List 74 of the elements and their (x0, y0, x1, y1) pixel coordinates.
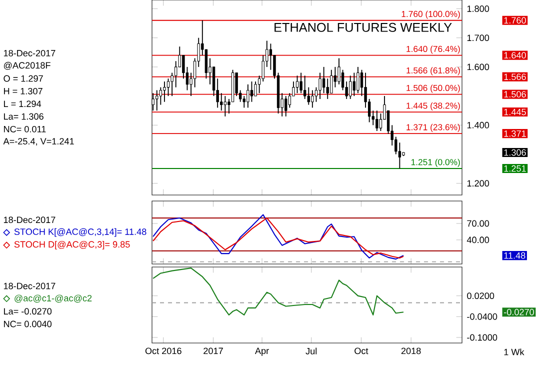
candlestick (159, 86, 162, 106)
ref-line-label: 1.506 (50.0%) (406, 84, 460, 93)
text: NC= 0.0040 (4, 320, 52, 328)
text: A=-25.4, V=1.241 (3, 138, 74, 146)
y2-tick-label: 1.251 (504, 165, 526, 172)
candlestick (296, 75, 299, 94)
x-tick-label: Oct (354, 348, 368, 354)
ref-line-label: 1.640 (76.4%) (406, 46, 460, 54)
y-tick-label: 40.00 (466, 236, 490, 244)
text: 18-Dec-2017 (4, 282, 56, 290)
candlestick (330, 69, 333, 94)
x-axis-title: 1 Wk (504, 348, 524, 356)
legend-label: STOCH K[@AC@C,3,14]= 11.48 (14, 228, 146, 237)
candlestick (352, 72, 356, 97)
x-tick-label: Apr (254, 348, 269, 356)
candlestick (376, 110, 378, 132)
text: @AC2018F (4, 62, 50, 70)
line-series (152, 268, 404, 316)
text: L = 1.294 (4, 100, 42, 108)
candlestick (398, 142, 402, 169)
legend-label: STOCH D[@AC@C,3]= 9.85 (14, 240, 130, 250)
y-tick-label: 70.00 (467, 220, 490, 227)
x-tick-label: 2017 (204, 348, 223, 354)
text: La= 1.306 (4, 113, 44, 120)
candlestick (224, 96, 227, 117)
y2-tick-label: 1.306 (504, 149, 526, 156)
y-tick-label: 0.0200 (467, 292, 494, 300)
ref-line-label: 1.251 (0.0%) (411, 158, 460, 167)
text: 18-Dec-2017 (4, 216, 56, 224)
y-tick-label: 1.700 (467, 34, 490, 42)
legend-label: @ac@c1-@ac@c2 (14, 294, 92, 303)
y-tick-label: -0.0400 (467, 313, 498, 320)
candlestick (349, 75, 352, 100)
ref-line-label: 1.760 (100.0%) (402, 10, 460, 19)
candlestick (220, 92, 223, 112)
text: 11.48 (504, 252, 526, 259)
x-tick-label: Jul (306, 348, 317, 354)
text: -0.0270 (504, 308, 534, 316)
y2-tick-label: 1.506 (504, 91, 526, 98)
text: 18-Dec-2017 (4, 50, 56, 56)
candlestick (356, 66, 360, 94)
ref-line-label: 1.371 (23.6%) (406, 124, 460, 132)
candlestick (166, 78, 170, 97)
ref-line-label: 1.566 (61.8%) (406, 67, 460, 76)
candlestick (156, 90, 158, 112)
candlestick (303, 75, 306, 100)
candlestick (254, 81, 257, 97)
y-tick-label: 1.600 (467, 64, 490, 70)
candlestick (246, 84, 250, 108)
candlestick (300, 72, 302, 94)
y2-tick-label: 1.640 (504, 52, 526, 58)
y-tick-label: 1.400 (467, 122, 490, 128)
y-tick-label: 1.800 (467, 6, 490, 12)
y2-tick-label: 1.445 (504, 108, 526, 116)
text: ETHANOL FUTURES WEEKLY (274, 22, 452, 32)
text: La= -0.0270 (4, 308, 52, 315)
candlestick (318, 72, 322, 100)
x-tick-label: 2018 (401, 348, 421, 354)
candlestick (311, 90, 314, 108)
text: NC= 0.011 (4, 126, 46, 132)
y-tick-label: 1.200 (467, 180, 490, 187)
text: H = 1.307 (4, 88, 42, 94)
y-tick-label: -0.1000 (467, 334, 498, 341)
y2-tick-label: 1.371 (504, 130, 526, 137)
y2-tick-label: 1.566 (504, 74, 526, 80)
candlestick (163, 81, 166, 102)
candlestick (322, 66, 326, 94)
candlestick (250, 81, 254, 102)
candlestick (338, 58, 340, 85)
y2-tick-label: 1.760 (504, 17, 526, 24)
text: O = 1.297 (4, 75, 43, 82)
candlestick (284, 96, 288, 117)
ref-line-label: 1.445 (38.2%) (406, 102, 460, 110)
x-tick-label: Oct 2016 (145, 348, 182, 354)
